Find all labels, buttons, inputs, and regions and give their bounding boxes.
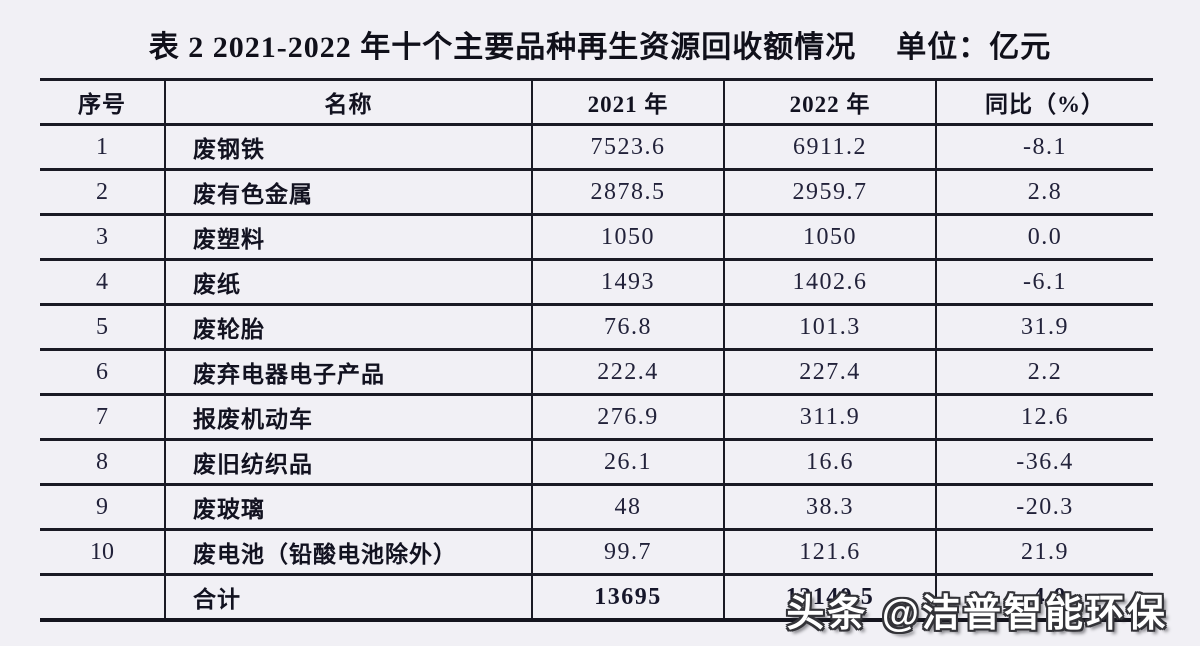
cell-yoy: 12.6: [935, 393, 1153, 440]
table-row: 10 废电池（铅酸电池除外） 99.7 121.6 21.9: [40, 528, 1153, 575]
cell-index: 3: [40, 213, 165, 260]
cell-name: 废玻璃: [164, 483, 532, 530]
table-row: 7 报废机动车 276.9 311.9 12.6: [40, 393, 1153, 440]
cell-name: 废弃电器电子产品: [164, 348, 532, 395]
cell-index: 7: [40, 393, 165, 440]
cell-2022: 2959.7: [723, 168, 936, 215]
cell-index: 8: [40, 438, 165, 485]
cell-2021: 1050: [531, 213, 724, 260]
col-header-2021: 2021 年: [531, 78, 724, 125]
col-header-yoy: 同比（%）: [935, 78, 1153, 125]
cell-index: 4: [40, 258, 165, 305]
cell-total-label: 合计: [164, 573, 532, 622]
table-row: 3 废塑料 1050 1050 0.0: [40, 213, 1153, 260]
col-header-index: 序号: [40, 78, 165, 125]
table-title: 表 2 2021-2022 年十个主要品种再生资源回收额情况 单位：亿元: [0, 22, 1200, 66]
table-row: 9 废玻璃 48 38.3 -20.3: [40, 483, 1153, 530]
cell-2021: 276.9: [531, 393, 724, 440]
cell-total-2021: 13695: [531, 573, 724, 622]
cell-index: 9: [40, 483, 165, 530]
cell-name: 报废机动车: [164, 393, 532, 440]
cell-2021: 99.7: [531, 528, 724, 575]
cell-yoy: -36.4: [935, 438, 1153, 485]
cell-2021: 26.1: [531, 438, 724, 485]
cell-index: 6: [40, 348, 165, 395]
cell-yoy: 31.9: [935, 303, 1153, 350]
cell-2022: 311.9: [723, 393, 936, 440]
col-header-name: 名称: [164, 78, 532, 125]
cell-index: 1: [40, 123, 165, 170]
cell-index: [40, 573, 165, 622]
cell-2022: 121.6: [723, 528, 936, 575]
table-row: 5 废轮胎 76.8 101.3 31.9: [40, 303, 1153, 350]
cell-name: 废纸: [164, 258, 532, 305]
cell-name: 废轮胎: [164, 303, 532, 350]
table-row: 4 废纸 1493 1402.6 -6.1: [40, 258, 1153, 305]
unit-label: 单位：亿元: [896, 31, 1052, 64]
cell-2022: 1402.6: [723, 258, 936, 305]
cell-yoy: 2.2: [935, 348, 1153, 395]
cell-index: 10: [40, 528, 165, 575]
table-row: 6 废弃电器电子产品 222.4 227.4 2.2: [40, 348, 1153, 395]
cell-name: 废电池（铅酸电池除外）: [164, 528, 532, 575]
table-row: 1 废钢铁 7523.6 6911.2 -8.1: [40, 123, 1153, 170]
cell-yoy: 21.9: [935, 528, 1153, 575]
cell-yoy: 2.8: [935, 168, 1153, 215]
cell-name: 废钢铁: [164, 123, 532, 170]
col-header-2022: 2022 年: [723, 78, 936, 125]
cell-2022: 38.3: [723, 483, 936, 530]
cell-index: 2: [40, 168, 165, 215]
cell-2021: 7523.6: [531, 123, 724, 170]
cell-2022: 227.4: [723, 348, 936, 395]
cell-total-2022: 13140.5: [723, 573, 936, 622]
cell-2021: 1493: [531, 258, 724, 305]
cell-2021: 2878.5: [531, 168, 724, 215]
cell-yoy: -8.1: [935, 123, 1153, 170]
cell-2022: 1050: [723, 213, 936, 260]
cell-2021: 76.8: [531, 303, 724, 350]
toutiao-watermark: 头条 @洁普智能环保: [786, 593, 1168, 635]
cell-2022: 6911.2: [723, 123, 936, 170]
table-row: 2 废有色金属 2878.5 2959.7 2.8: [40, 168, 1153, 215]
cell-yoy: -20.3: [935, 483, 1153, 530]
cell-yoy: 0.0: [935, 213, 1153, 260]
cell-2021: 48: [531, 483, 724, 530]
table-title-text: 表 2 2021-2022 年十个主要品种再生资源回收额情况: [148, 31, 857, 64]
cell-2022: 16.6: [723, 438, 936, 485]
cell-yoy: -6.1: [935, 258, 1153, 305]
total-row: 合计 13695 13140.5 -4.0: [40, 573, 1153, 622]
table-row: 8 废旧纺织品 26.1 16.6 -36.4: [40, 438, 1153, 485]
cell-name: 废塑料: [164, 213, 532, 260]
cell-name: 废旧纺织品: [164, 438, 532, 485]
cell-index: 5: [40, 303, 165, 350]
cell-2021: 222.4: [531, 348, 724, 395]
header-row: 序号 名称 2021 年 2022 年 同比（%）: [40, 78, 1153, 125]
cell-total-yoy: -4.0: [935, 573, 1153, 622]
cell-2022: 101.3: [723, 303, 936, 350]
cell-name: 废有色金属: [164, 168, 532, 215]
recycling-data-table: 序号 名称 2021 年 2022 年 同比（%） 1 废钢铁 7523.6 6…: [40, 78, 1153, 622]
